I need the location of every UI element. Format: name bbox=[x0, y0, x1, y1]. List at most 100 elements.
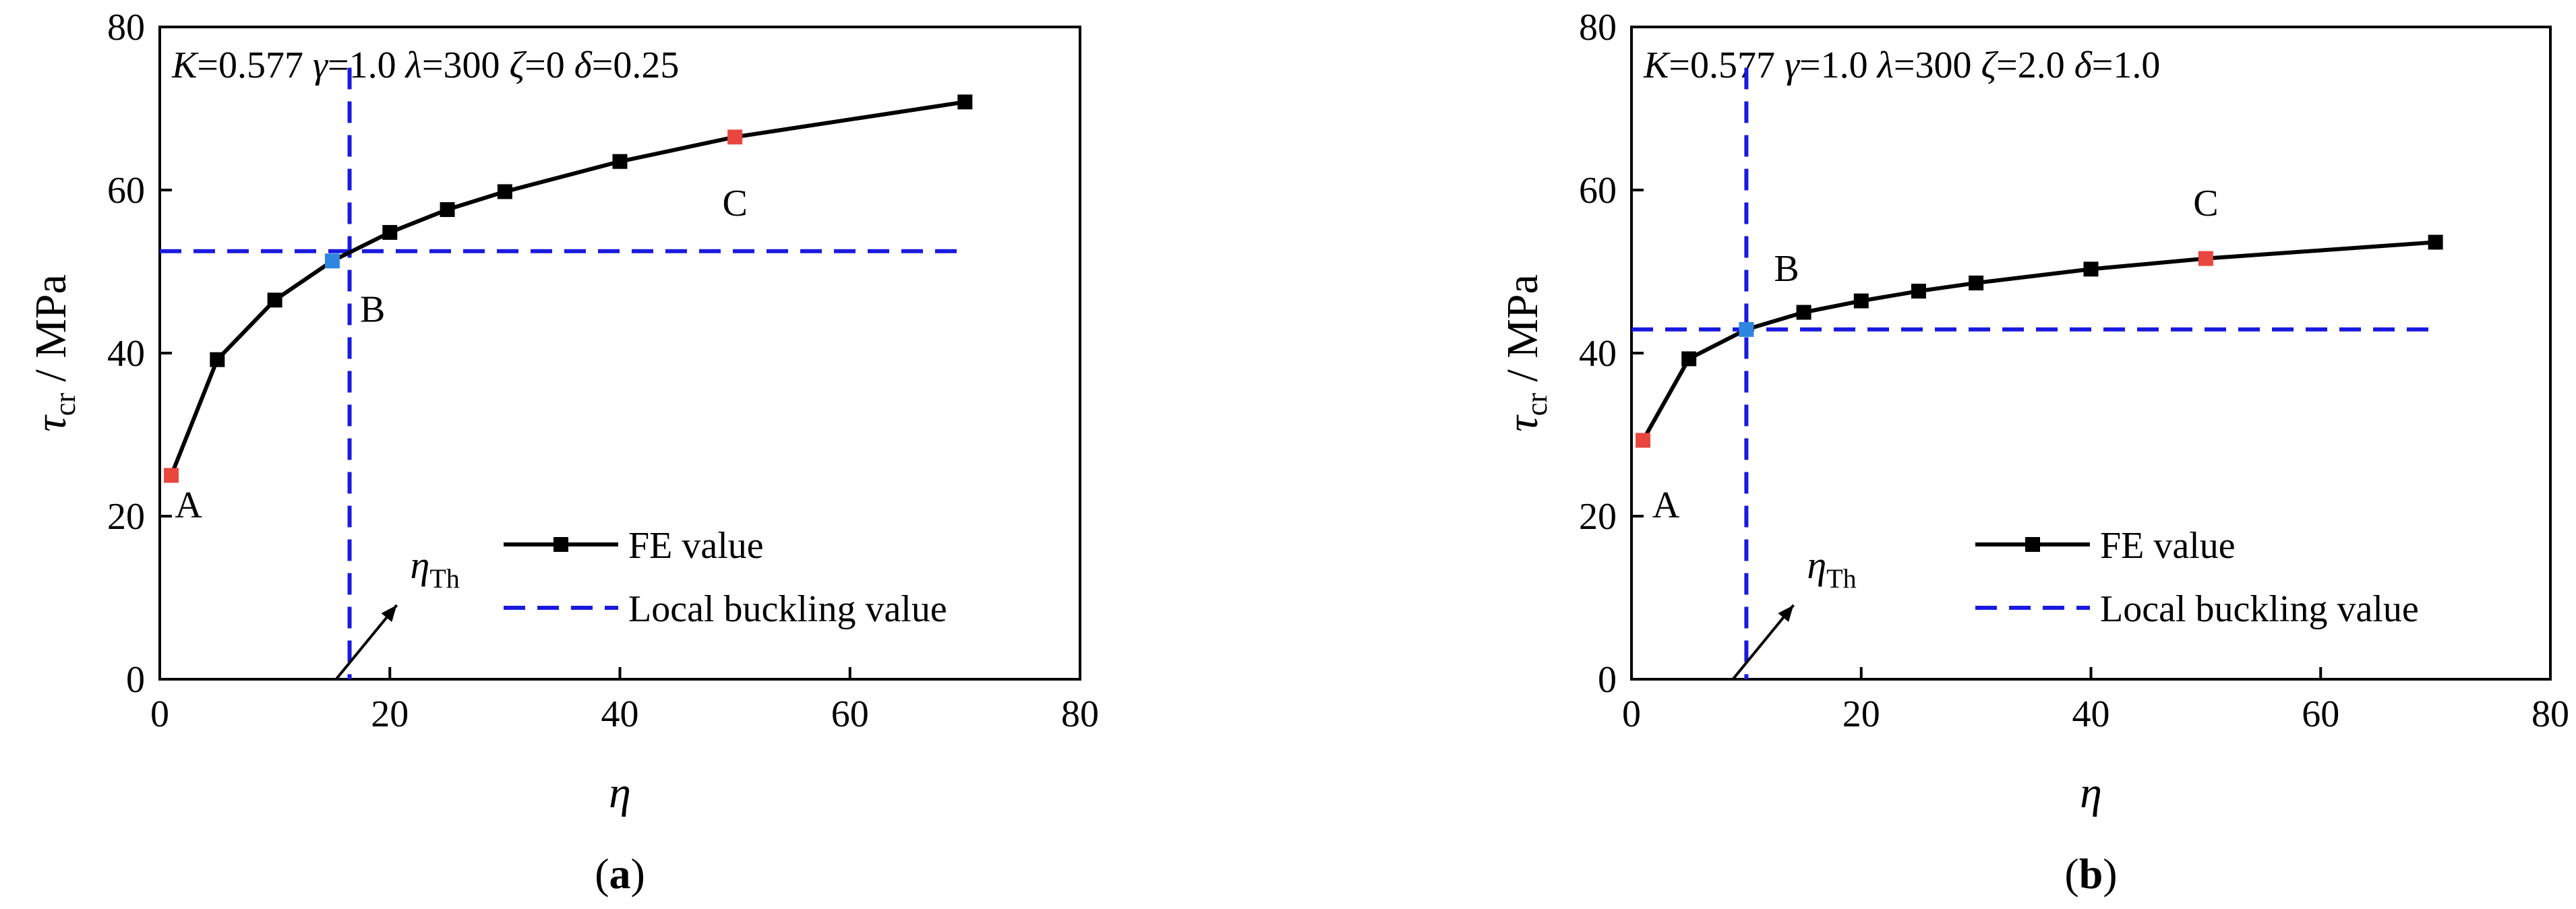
panel-label-close: ) bbox=[631, 850, 645, 898]
x-axis-label: η bbox=[609, 768, 631, 817]
fe-data-point bbox=[267, 292, 282, 308]
plot-frame bbox=[158, 26, 1081, 681]
parameter-value: =2.0 bbox=[1996, 44, 2074, 86]
chart-panel-a: 0 20 40 60 80 0 20 40 60 80 η τcr / MPa K=0.577 γ=1.… bbox=[26, 7, 1099, 898]
fe-data-point bbox=[324, 253, 340, 269]
legend-fe-label: FE value bbox=[628, 525, 764, 567]
x-axis-label: η bbox=[2080, 768, 2102, 817]
legend-fe-marker bbox=[553, 537, 568, 552]
fe-data-point bbox=[1853, 293, 1869, 309]
y-axis-label-unit: / MPa bbox=[1498, 274, 1547, 393]
panel-label: (b) bbox=[2064, 850, 2117, 898]
eta-th-label: ηTh bbox=[411, 543, 460, 594]
parameter-symbol: λ bbox=[405, 44, 422, 86]
fe-data-point bbox=[164, 468, 179, 483]
y-tick-label: 0 bbox=[126, 659, 145, 701]
fe-data-point bbox=[2083, 261, 2099, 277]
fe-series-line bbox=[169, 100, 965, 476]
parameter-text: K=0.577 γ=1.0 λ=300 ζ=2.0 δ=1.0 bbox=[1643, 44, 2160, 86]
x-tick-label: 60 bbox=[831, 693, 869, 735]
fe-data-point bbox=[957, 94, 973, 110]
x-tick-label: 60 bbox=[2302, 693, 2339, 735]
parameter-symbol: δ bbox=[574, 44, 593, 86]
parameter-value: =300 bbox=[1894, 44, 1981, 86]
x-tick-label: 80 bbox=[2532, 693, 2569, 735]
y-tick-label: 80 bbox=[1579, 7, 1617, 49]
x-tick-label: 80 bbox=[1061, 693, 1099, 735]
eta-th-arrowhead bbox=[381, 605, 397, 622]
y-tick-label: 0 bbox=[1598, 659, 1617, 701]
x-tick-label: 20 bbox=[1843, 693, 1880, 735]
x-tick-label: 40 bbox=[601, 693, 639, 735]
parameter-symbol: γ bbox=[1785, 44, 1801, 86]
point-label-c: C bbox=[2193, 183, 2218, 224]
fe-data-point bbox=[210, 352, 225, 367]
y-axis-label: τcr / MPa bbox=[26, 274, 82, 432]
fe-data-point bbox=[440, 202, 455, 218]
parameter-value: =300 bbox=[422, 44, 510, 86]
panel-label-letter: b bbox=[2079, 850, 2103, 898]
panel-label: (a) bbox=[595, 850, 645, 898]
panel-label-open: ( bbox=[595, 850, 609, 898]
fe-data-point bbox=[1969, 275, 1984, 290]
x-tick-label: 40 bbox=[2072, 693, 2110, 735]
parameter-value: =0 bbox=[525, 44, 574, 86]
fe-data-point bbox=[612, 154, 628, 169]
parameter-value: =1.0 bbox=[1799, 44, 1878, 86]
point-label-c: C bbox=[722, 183, 747, 224]
y-axis-label-symbol: τ bbox=[26, 414, 76, 432]
eta-th-symbol: η bbox=[411, 543, 430, 587]
y-tick-label: 40 bbox=[1579, 333, 1617, 375]
fe-data-point bbox=[1739, 321, 1754, 337]
panel-label-close: ) bbox=[2103, 850, 2117, 898]
x-tick-label: 20 bbox=[371, 693, 409, 735]
x-tick-label: 0 bbox=[1622, 693, 1641, 735]
legend-local-label: Local buckling value bbox=[2100, 588, 2419, 630]
fe-data-point bbox=[1911, 284, 1926, 299]
parameter-symbol: δ bbox=[2074, 44, 2093, 86]
legend-local-label: Local buckling value bbox=[628, 588, 947, 630]
fe-data-point bbox=[2198, 251, 2213, 266]
fe-data-point bbox=[1796, 305, 1811, 320]
y-axis-label: τcr / MPa bbox=[1498, 274, 1553, 432]
parameter-value: =0.577 bbox=[197, 44, 313, 86]
y-tick-label: 40 bbox=[107, 333, 145, 375]
legend-fe-label: FE value bbox=[2100, 525, 2236, 567]
parameter-value: =1.0 bbox=[2092, 44, 2161, 86]
parameter-text: K=0.577 γ=1.0 λ=300 ζ=0 δ=0.25 bbox=[171, 44, 679, 86]
y-axis-label-unit: / MPa bbox=[26, 274, 76, 393]
fe-data-point bbox=[727, 129, 743, 145]
x-tick-label: 0 bbox=[150, 693, 169, 735]
point-label-a: A bbox=[175, 484, 202, 526]
panel-label-open: ( bbox=[2064, 850, 2078, 898]
fe-data-point bbox=[1681, 351, 1697, 367]
parameter-symbol: ζ bbox=[509, 44, 527, 86]
y-tick-label: 20 bbox=[1579, 496, 1617, 538]
eta-th-subscript: Th bbox=[1826, 563, 1856, 594]
parameter-value: =0.577 bbox=[1669, 44, 1785, 86]
parameter-value: =1.0 bbox=[328, 44, 406, 86]
fe-data-point bbox=[2428, 234, 2443, 250]
fe-series-line bbox=[1641, 240, 2436, 441]
parameter-symbol: ζ bbox=[1981, 44, 1998, 86]
y-axis-label-subscript: cr bbox=[1520, 393, 1553, 416]
eta-th-symbol: η bbox=[1807, 543, 1826, 587]
fe-data-point bbox=[1636, 433, 1651, 448]
legend-fe-marker bbox=[2025, 537, 2040, 552]
eta-th-arrowhead bbox=[1778, 605, 1794, 622]
parameter-symbol: γ bbox=[313, 44, 329, 86]
parameter-symbol: λ bbox=[1876, 44, 1894, 86]
fe-data-point bbox=[382, 224, 398, 240]
y-tick-label: 60 bbox=[107, 170, 145, 212]
point-label-a: A bbox=[1652, 484, 1680, 526]
plot-frame bbox=[1630, 26, 2552, 681]
parameter-symbol: K bbox=[171, 44, 199, 86]
parameter-symbol: K bbox=[1643, 44, 1671, 86]
parameter-value: =0.25 bbox=[592, 44, 680, 86]
point-label-b: B bbox=[360, 288, 385, 330]
y-axis-label-symbol: τ bbox=[1498, 414, 1547, 432]
y-tick-label: 20 bbox=[107, 496, 145, 538]
panel-label-letter: a bbox=[609, 850, 631, 898]
